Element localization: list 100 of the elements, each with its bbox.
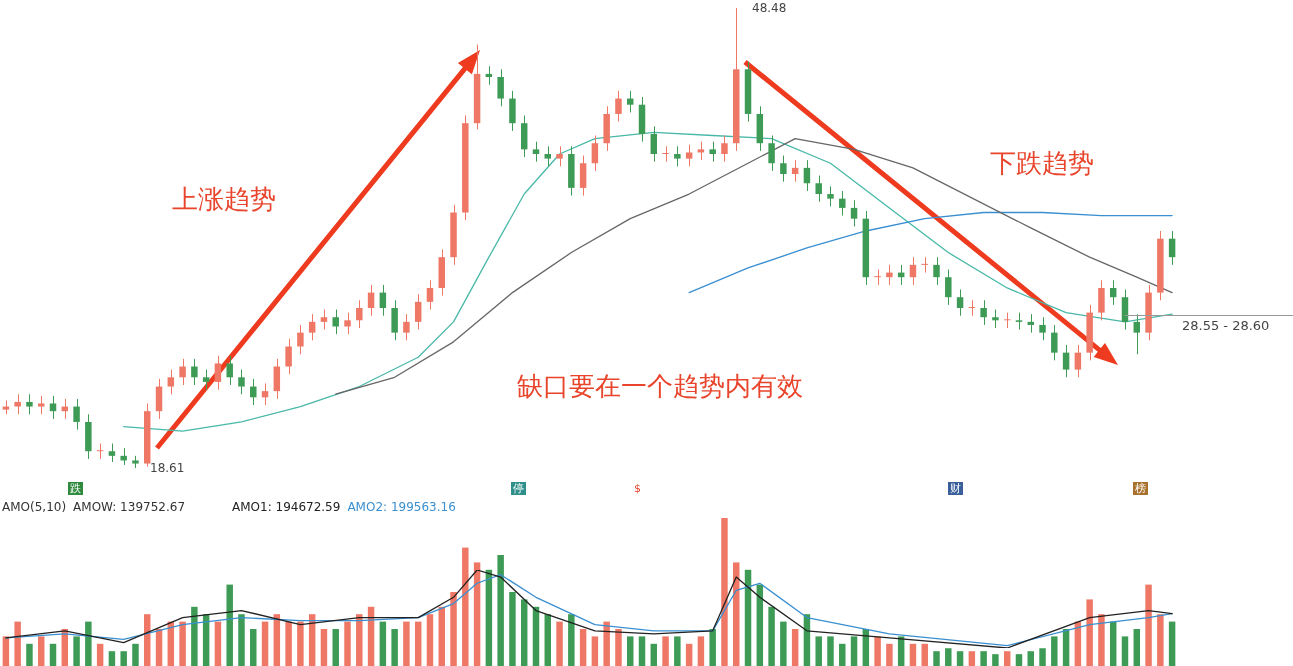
chart-title: AMO(5,10) [2, 500, 67, 514]
bar [132, 643, 139, 666]
bar [709, 629, 716, 666]
bar [108, 651, 116, 666]
candlestick [980, 299, 987, 326]
bar [603, 621, 610, 666]
bar [426, 614, 434, 666]
bar [391, 629, 398, 666]
candlestick [509, 90, 516, 132]
bar [921, 643, 928, 666]
bar [874, 636, 881, 666]
text: 财 [948, 482, 963, 495]
candlestick [497, 68, 504, 107]
candlestick [662, 145, 669, 163]
bar [485, 569, 493, 666]
candlestick [332, 309, 339, 335]
bar [685, 643, 693, 666]
bar [1109, 621, 1117, 666]
bar [1157, 614, 1164, 666]
bar [1086, 599, 1093, 666]
candlestick [1015, 312, 1023, 331]
bar [238, 614, 245, 666]
bar [956, 651, 964, 666]
bar [650, 643, 658, 666]
candlestick [556, 145, 563, 167]
candlestick [1086, 304, 1093, 361]
bar [1098, 614, 1105, 666]
candlestick [768, 135, 775, 172]
candlestick [238, 369, 245, 395]
bar [532, 606, 540, 666]
bar [214, 621, 222, 666]
bar [674, 636, 681, 666]
annotation: 18.61 [150, 461, 185, 475]
bar [721, 518, 728, 666]
bar [85, 621, 92, 666]
bar [414, 621, 422, 666]
bar [191, 606, 198, 666]
candlestick [615, 90, 622, 123]
bar [14, 621, 21, 666]
text: AMOW: 139752.67 [73, 500, 186, 514]
annotation: 上涨趋势 [172, 184, 276, 214]
bar [1168, 621, 1176, 666]
bar [320, 629, 328, 666]
bar [96, 643, 104, 666]
candlestick [37, 395, 45, 415]
bar [909, 643, 917, 666]
bar [450, 592, 457, 666]
bar [261, 621, 269, 666]
bar [626, 636, 634, 666]
bar [662, 636, 669, 666]
bar [591, 636, 599, 666]
bar [544, 614, 552, 666]
bar [37, 636, 45, 666]
bar [332, 629, 339, 666]
bar [933, 651, 940, 666]
candlestick [603, 105, 610, 152]
text: 榜 [1133, 482, 1148, 495]
candlestick [1157, 230, 1164, 301]
candlestick [356, 299, 363, 329]
bar [992, 654, 999, 666]
bar [697, 636, 705, 666]
candlestick [226, 355, 233, 386]
bar [49, 643, 57, 666]
bar [579, 629, 587, 666]
text: AMO1: 194672.59 [232, 500, 341, 514]
bar [615, 629, 622, 666]
candlestick [462, 114, 469, 221]
bar [1027, 651, 1034, 666]
bar [827, 636, 834, 666]
bar [568, 614, 575, 666]
bar [780, 621, 787, 666]
candlestick [945, 268, 952, 306]
bar [839, 643, 846, 666]
bar [791, 629, 799, 666]
candlestick [14, 393, 21, 415]
candlestick [73, 398, 80, 431]
candlestick [827, 185, 834, 207]
candlestick [285, 338, 292, 375]
candlestick [721, 135, 728, 163]
text: 停 [511, 482, 526, 495]
annotation: 下跌趋势 [990, 148, 1094, 178]
bar [815, 636, 822, 666]
annotation: 48.48 [752, 1, 787, 15]
bar [26, 643, 33, 666]
bar [509, 592, 516, 666]
candlestick [921, 256, 928, 274]
bar [1133, 629, 1141, 666]
candlestick [780, 155, 787, 183]
bar [768, 606, 775, 666]
candlestick [992, 309, 999, 329]
bar [462, 547, 469, 666]
bar [120, 651, 127, 666]
bar [285, 621, 292, 666]
bar [1051, 636, 1058, 666]
bar [638, 636, 646, 666]
candlestick [674, 145, 681, 167]
candlestick [1145, 284, 1152, 341]
bar [403, 621, 410, 666]
bar [473, 562, 481, 666]
bar [744, 569, 752, 666]
